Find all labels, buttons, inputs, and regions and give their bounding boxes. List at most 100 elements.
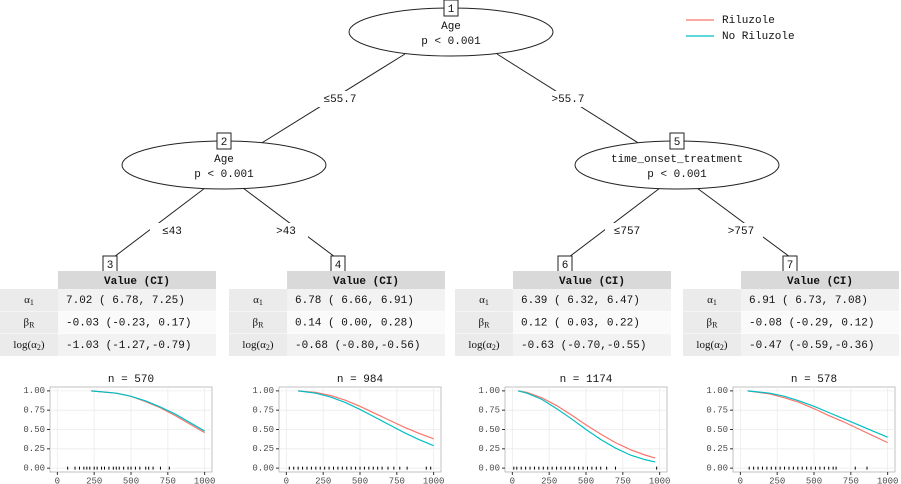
y-tick-label: 1.00	[478, 386, 500, 396]
edge	[242, 187, 336, 258]
table-header-bg	[58, 271, 216, 289]
row-label-base: β	[253, 316, 259, 328]
row-label-sub: 1	[30, 298, 34, 307]
row-label: βR	[707, 316, 719, 329]
x-tick-label: 1000	[423, 476, 445, 484]
table-header: Value (CI)	[333, 276, 399, 288]
edge-label-bg	[264, 223, 308, 239]
cell-value: -0.03 (-0.23, 0.17)	[66, 317, 191, 329]
row-label-base: β	[479, 316, 485, 328]
row-label-bg	[229, 289, 287, 311]
x-tick-label: 1000	[194, 476, 216, 484]
row-label-sub: 2	[492, 343, 496, 352]
row-label-bg	[229, 334, 287, 356]
edge-label-bg	[719, 223, 763, 239]
node-label: p < 0.001	[194, 169, 254, 181]
row-label-bg	[0, 289, 58, 311]
edge-label: ≤43	[162, 226, 182, 238]
x-tick-label: 750	[389, 476, 405, 484]
row-label: log(α2)	[13, 339, 44, 352]
node-id: 2	[221, 137, 228, 149]
edge-label-bg	[318, 91, 362, 107]
plot-title: n = 570	[108, 374, 154, 386]
row-label: βR	[479, 316, 491, 329]
table-header: Value (CI)	[787, 276, 853, 288]
plot-title: n = 984	[337, 374, 384, 386]
x-tick-label: 750	[615, 476, 631, 484]
row-label-sub: R	[712, 320, 718, 329]
x-tick-label: 750	[160, 476, 176, 484]
survival-curve	[298, 390, 434, 447]
survival-curve	[518, 390, 656, 463]
row-label-bg	[683, 289, 741, 311]
node-label: p < 0.001	[647, 169, 707, 181]
row-label-after: )	[724, 339, 728, 351]
row-label-after: )	[496, 339, 500, 351]
x-tick-label: 0	[55, 476, 60, 484]
x-tick-label: 750	[843, 476, 859, 484]
y-tick-label: 0.00	[478, 464, 500, 474]
node-label: Age	[214, 154, 234, 166]
survival-curve	[518, 390, 656, 459]
edge-label: ≤55.7	[323, 94, 356, 106]
row-bg	[287, 311, 445, 334]
row-label-sub: R	[484, 320, 490, 329]
row-bg	[287, 334, 445, 356]
row-label-base: log(α	[468, 339, 492, 351]
y-tick-label: 0.50	[478, 425, 500, 435]
x-tick-label: 500	[123, 476, 139, 484]
y-tick-label: 0.25	[23, 444, 45, 454]
row-bg	[513, 311, 671, 334]
edge-label-bg	[150, 223, 194, 239]
row-label-after: )	[270, 339, 274, 351]
cell-value: 0.12 ( 0.03, 0.22)	[521, 317, 640, 329]
y-tick-label: 0.25	[706, 444, 728, 454]
cell-value: 0.14 ( 0.00, 0.28)	[295, 317, 414, 329]
x-tick-label: 500	[578, 476, 594, 484]
table-header-bg	[741, 271, 899, 289]
row-label-base: β	[707, 316, 713, 328]
node-label: time_onset_treatment	[611, 154, 743, 166]
survival-curve	[747, 390, 888, 444]
row-label-bg	[0, 311, 58, 334]
node-label: Age	[441, 21, 461, 33]
edge-label: >55.7	[551, 94, 584, 106]
y-tick-label: 0.75	[23, 406, 45, 416]
y-tick-label: 0.00	[23, 464, 45, 474]
edge-label: >757	[728, 226, 754, 238]
row-label: βR	[24, 316, 36, 329]
edge	[696, 187, 791, 258]
plot-title: n = 1174	[560, 374, 613, 386]
y-tick-label: 0.50	[706, 425, 728, 435]
table-header: Value (CI)	[104, 276, 170, 288]
edge-label: >43	[276, 226, 296, 238]
row-label-bg	[229, 311, 287, 334]
row-label: α1	[24, 294, 34, 307]
row-label-sub: 1	[485, 298, 489, 307]
y-tick-label: 0.75	[706, 406, 728, 416]
x-tick-label: 1000	[649, 476, 671, 484]
row-bg	[513, 289, 671, 311]
row-label-base: log(α	[242, 339, 266, 351]
row-label: log(α2)	[696, 339, 727, 352]
x-tick-label: 250	[769, 476, 785, 484]
table-header-bg	[287, 271, 445, 289]
row-label-base: α	[479, 294, 485, 306]
cell-value: -0.47 (-0.59,-0.36)	[749, 340, 874, 352]
row-bg	[741, 334, 899, 356]
y-tick-label: 0.50	[23, 425, 45, 435]
row-bg	[58, 289, 216, 311]
y-tick-label: 0.25	[478, 444, 500, 454]
row-label-base: α	[707, 294, 713, 306]
edge-label: ≤757	[614, 226, 640, 238]
table-header: Value (CI)	[559, 276, 625, 288]
x-tick-label: 0	[284, 476, 289, 484]
row-label: log(α2)	[242, 339, 273, 352]
row-label-bg	[683, 334, 741, 356]
x-tick-label: 1000	[877, 476, 899, 484]
survival-curve	[91, 390, 205, 432]
cell-value: 6.91 ( 6.73, 7.08)	[749, 295, 868, 307]
row-label-sub: 1	[713, 298, 717, 307]
row-label-bg	[455, 289, 513, 311]
legend-label: Riluzole	[722, 15, 775, 27]
